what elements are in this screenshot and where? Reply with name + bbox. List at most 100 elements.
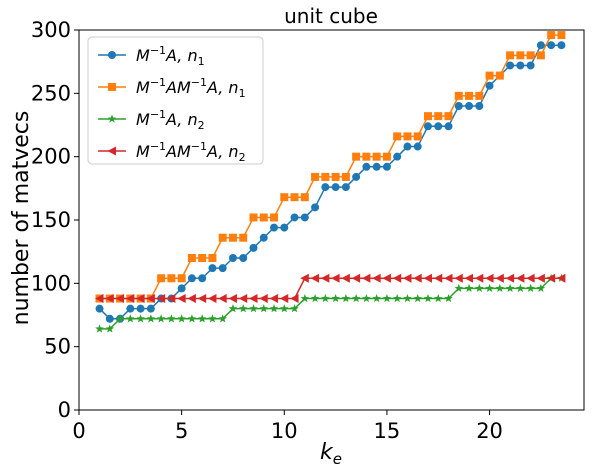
y-tick-label: 200 xyxy=(31,145,71,169)
y-tick-label: 250 xyxy=(31,81,71,105)
data-point xyxy=(444,112,453,121)
legend-marker xyxy=(108,83,116,91)
data-point xyxy=(239,233,248,242)
data-point xyxy=(228,254,237,262)
y-tick-label: 100 xyxy=(31,271,71,295)
data-point xyxy=(413,142,422,151)
data-point xyxy=(505,283,515,293)
x-tick-label: 20 xyxy=(476,419,503,443)
data-point xyxy=(331,183,340,192)
data-point xyxy=(259,213,268,222)
data-point xyxy=(259,304,269,313)
data-point xyxy=(475,91,484,100)
data-point xyxy=(454,91,463,100)
y-tick-label: 300 xyxy=(31,18,71,42)
data-point xyxy=(300,273,309,283)
data-point xyxy=(495,71,504,80)
data-point xyxy=(238,304,248,313)
data-point xyxy=(352,152,361,161)
legend-label: M−1AM−1A, n1 xyxy=(136,76,246,100)
data-point xyxy=(526,51,535,60)
data-point xyxy=(516,51,525,60)
data-point xyxy=(526,283,535,293)
x-axis: 0 5 10 15 20 xyxy=(72,410,503,443)
data-point xyxy=(187,254,196,262)
data-point xyxy=(495,283,505,293)
data-point xyxy=(403,294,412,303)
data-point xyxy=(465,102,474,110)
series-line xyxy=(99,44,562,320)
data-point xyxy=(361,273,371,283)
data-point xyxy=(506,51,515,60)
data-point xyxy=(352,172,361,181)
data-point xyxy=(280,304,289,313)
data-point xyxy=(413,273,422,283)
data-point xyxy=(402,273,412,283)
data-point xyxy=(311,203,320,212)
legend-item: M−1A, n2 xyxy=(98,108,205,132)
data-point xyxy=(321,183,330,192)
data-point xyxy=(556,273,566,283)
data-point xyxy=(300,213,309,222)
data-point xyxy=(362,152,371,161)
data-point xyxy=(465,91,474,100)
series-line xyxy=(99,277,562,300)
data-point xyxy=(526,273,535,283)
data-point xyxy=(423,122,432,131)
x-tick-label: 5 xyxy=(175,419,188,443)
data-point xyxy=(444,294,453,303)
data-point xyxy=(485,81,494,90)
y-tick-label: 50 xyxy=(44,335,71,359)
data-point xyxy=(516,283,525,293)
data-point xyxy=(413,294,422,303)
legend-label: M−1A, n2 xyxy=(136,108,205,132)
data-point xyxy=(362,162,371,171)
data-point xyxy=(536,51,545,60)
y-axis-label: number of matvecs xyxy=(9,111,34,326)
data-point xyxy=(454,273,463,283)
data-point xyxy=(126,304,135,313)
data-point xyxy=(444,122,453,131)
data-point xyxy=(351,294,361,303)
data-point xyxy=(382,152,391,161)
data-point xyxy=(238,294,248,304)
data-point xyxy=(485,283,494,293)
data-point xyxy=(321,172,330,181)
legend-item: M−1AM−1A, n1 xyxy=(98,76,246,100)
data-point xyxy=(167,274,176,283)
data-point xyxy=(259,233,268,242)
legend-marker xyxy=(107,114,117,123)
data-point xyxy=(331,172,340,181)
data-point xyxy=(157,274,166,283)
data-point xyxy=(218,233,227,242)
data-point xyxy=(228,304,238,313)
data-point xyxy=(197,294,207,304)
data-point xyxy=(454,283,464,293)
data-point xyxy=(485,71,494,80)
data-point xyxy=(136,314,145,323)
data-point xyxy=(311,172,320,181)
data-point xyxy=(444,273,453,283)
data-point xyxy=(372,294,381,303)
data-point xyxy=(115,294,125,304)
data-point xyxy=(207,294,217,304)
data-point xyxy=(536,283,546,293)
data-point xyxy=(249,213,258,222)
y-tick-label: 150 xyxy=(31,208,71,232)
data-point xyxy=(392,294,402,303)
data-point xyxy=(382,162,391,171)
data-point xyxy=(516,61,525,70)
data-point xyxy=(341,172,350,181)
data-point xyxy=(105,314,114,323)
data-point xyxy=(167,314,176,323)
data-point xyxy=(270,213,279,222)
data-point xyxy=(433,273,443,283)
data-point xyxy=(320,273,330,283)
data-point xyxy=(557,41,566,50)
data-point xyxy=(310,294,320,303)
data-point xyxy=(269,304,279,313)
series-4 xyxy=(95,273,566,304)
data-point xyxy=(546,273,556,283)
data-point xyxy=(248,294,258,304)
y-tick-label: 0 xyxy=(58,398,71,422)
